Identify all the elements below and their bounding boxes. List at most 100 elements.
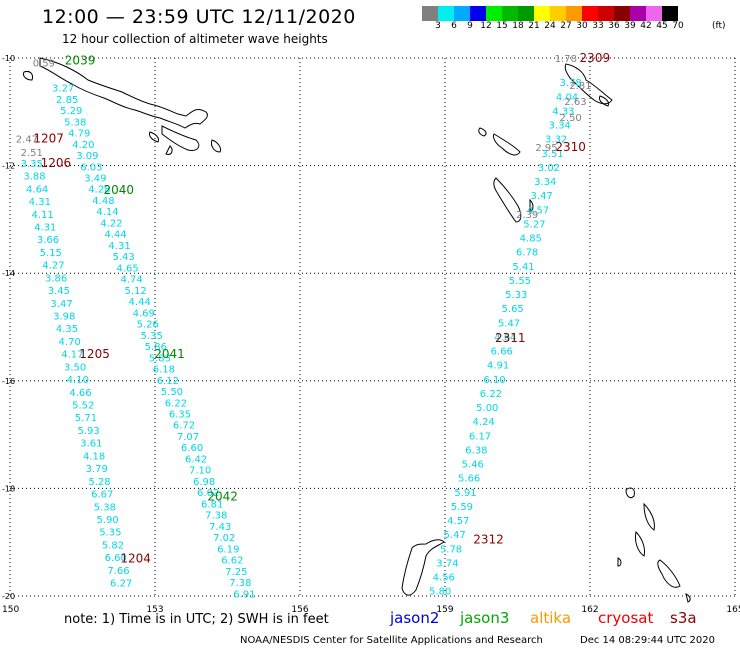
legend-swatch: [550, 6, 566, 21]
wave-height-value: 3.34: [534, 177, 556, 188]
wave-height-value: 7.02: [213, 533, 235, 544]
wave-height-value: 6.22: [480, 389, 502, 400]
pass-id-label: 2312: [473, 533, 504, 547]
wave-height-value: 3.47: [531, 191, 553, 202]
coastline-island-a: [161, 125, 200, 151]
legend-swatch: [470, 6, 486, 21]
legend-label: 3: [435, 21, 441, 31]
wave-height-value: 6.60: [105, 553, 127, 564]
legend-swatch: [438, 6, 454, 21]
gray-value-label: 2.50: [560, 113, 582, 124]
wave-height-value: 3.86: [45, 273, 67, 284]
wave-height-value: 6.66: [491, 347, 513, 358]
legend-unit: (ft): [712, 21, 726, 31]
gray-value-label: 2.63: [564, 97, 586, 108]
legend-swatch: [502, 6, 518, 21]
wave-height-value: 3.79: [86, 464, 108, 475]
wave-height-value: 5.46: [462, 460, 484, 471]
wave-height-value: 4.91: [487, 361, 509, 372]
lat-tick-label: -16: [2, 377, 15, 386]
gray-value-label: 2.47: [16, 135, 38, 146]
wave-height-value: 5.52: [72, 401, 94, 412]
wave-height-value: 3.27: [52, 84, 74, 95]
wave-height-value: 5.86: [145, 342, 167, 353]
wave-height-value: 5.29: [60, 106, 82, 117]
wave-height-value: 6.78: [516, 248, 538, 259]
legend-swatch: [614, 6, 630, 21]
wave-height-value: 6.27: [110, 579, 132, 590]
wave-height-value: 4.70: [59, 337, 81, 348]
wave-height-value: 4.24: [473, 417, 495, 428]
wave-height-value: 4.27: [42, 261, 64, 272]
pass-time-label: 2042: [207, 489, 238, 503]
wave-height-value: 3.45: [48, 286, 70, 297]
pass-id-label: 2311: [495, 331, 526, 345]
wave-height-value: 4.65: [116, 263, 138, 274]
wave-height-value: 5.41: [512, 262, 534, 273]
wave-height-value: 5.59: [451, 502, 473, 513]
legend-label: 70: [672, 21, 684, 31]
gray-value-label: 2.51: [21, 148, 43, 159]
legend-swatch: [454, 6, 470, 21]
wave-height-value: 4.57: [527, 205, 549, 216]
wave-height-value: 6.12: [157, 376, 179, 387]
wave-height-value: 6.42: [185, 454, 207, 465]
legend-label: 33: [592, 21, 604, 31]
wave-height-value: 4.64: [26, 184, 48, 195]
wave-height-value: 5.26: [137, 320, 159, 331]
lat-tick-label: -20: [2, 592, 15, 601]
wave-height-value: 7.38: [229, 578, 251, 589]
wave-height-value: 3.09: [76, 151, 98, 162]
legend-swatch: [422, 6, 438, 21]
wave-height-value: 6.91: [233, 589, 255, 600]
pass-time-label: 2040: [103, 183, 134, 197]
wave-height-value: 4.33: [552, 106, 574, 117]
coastline-island-k: [529, 198, 534, 213]
wave-height-value: 5.78: [440, 544, 462, 555]
coastline-new-caledonia: [401, 539, 445, 596]
wave-height-value: 6.17: [469, 431, 491, 442]
wave-height-value: 5.00: [476, 403, 498, 414]
wave-height-value: 5.71: [75, 413, 97, 424]
pass-labels: 0.59 2.47 2.51 1.78 2.81 2.63 2.50 2.95 2.39 2039…: [16, 51, 610, 565]
pass-id-label: 1206: [41, 156, 72, 170]
wave-height-value: 5.12: [125, 286, 147, 297]
legend-label: 36: [608, 21, 620, 31]
wave-height-value: 6.22: [165, 398, 187, 409]
legend-label: 21: [528, 21, 540, 31]
wave-height-value: 5.47: [498, 318, 520, 329]
wave-height-value: 5.38: [94, 502, 116, 513]
wave-height-value: 7.07: [177, 432, 199, 443]
pass-id-label: 1204: [120, 551, 151, 565]
wave-height-value: 5.83: [149, 353, 171, 364]
wave-height-value: 4.57: [447, 516, 469, 527]
coastline-island-n: [635, 530, 645, 557]
legend-label: 27: [560, 21, 572, 31]
coastline-island-j: [493, 177, 522, 223]
pass-id-label: 1207: [33, 132, 64, 146]
wave-height-value: 4.22: [100, 218, 122, 229]
wave-height-value: 2.85: [56, 95, 78, 106]
wave-height-value: 4.56: [433, 572, 455, 583]
sat-cryosat: cryosat: [598, 609, 654, 627]
pass-id-label: 2309: [580, 51, 611, 65]
coastline-island-h: [478, 127, 487, 137]
legend-swatch: [566, 6, 582, 21]
pass-time-label: 2039: [65, 54, 96, 68]
wave-height-value: 6.10: [483, 375, 505, 386]
gray-value-label: 2.81: [569, 81, 591, 92]
wave-height-value: 5.15: [40, 248, 62, 259]
sat-s3a: s3a: [670, 609, 697, 627]
wave-height-value: 3.32: [545, 135, 567, 146]
wave-height-value: 4.85: [520, 234, 542, 245]
legend-label: 39: [624, 21, 636, 31]
wave-height-value: 6.35: [169, 409, 191, 420]
legend-label: 30: [576, 21, 588, 31]
coastlines: [23, 57, 691, 603]
gray-value-label: 2.95: [535, 143, 557, 154]
page-title: 12:00 — 23:59 UTC 12/11/2020: [42, 6, 356, 28]
coastline-island-e: [23, 71, 33, 81]
pass-time-label: 2041: [154, 347, 185, 361]
coastline-island-o: [657, 559, 681, 588]
sat-jason2: jason2: [390, 609, 440, 627]
